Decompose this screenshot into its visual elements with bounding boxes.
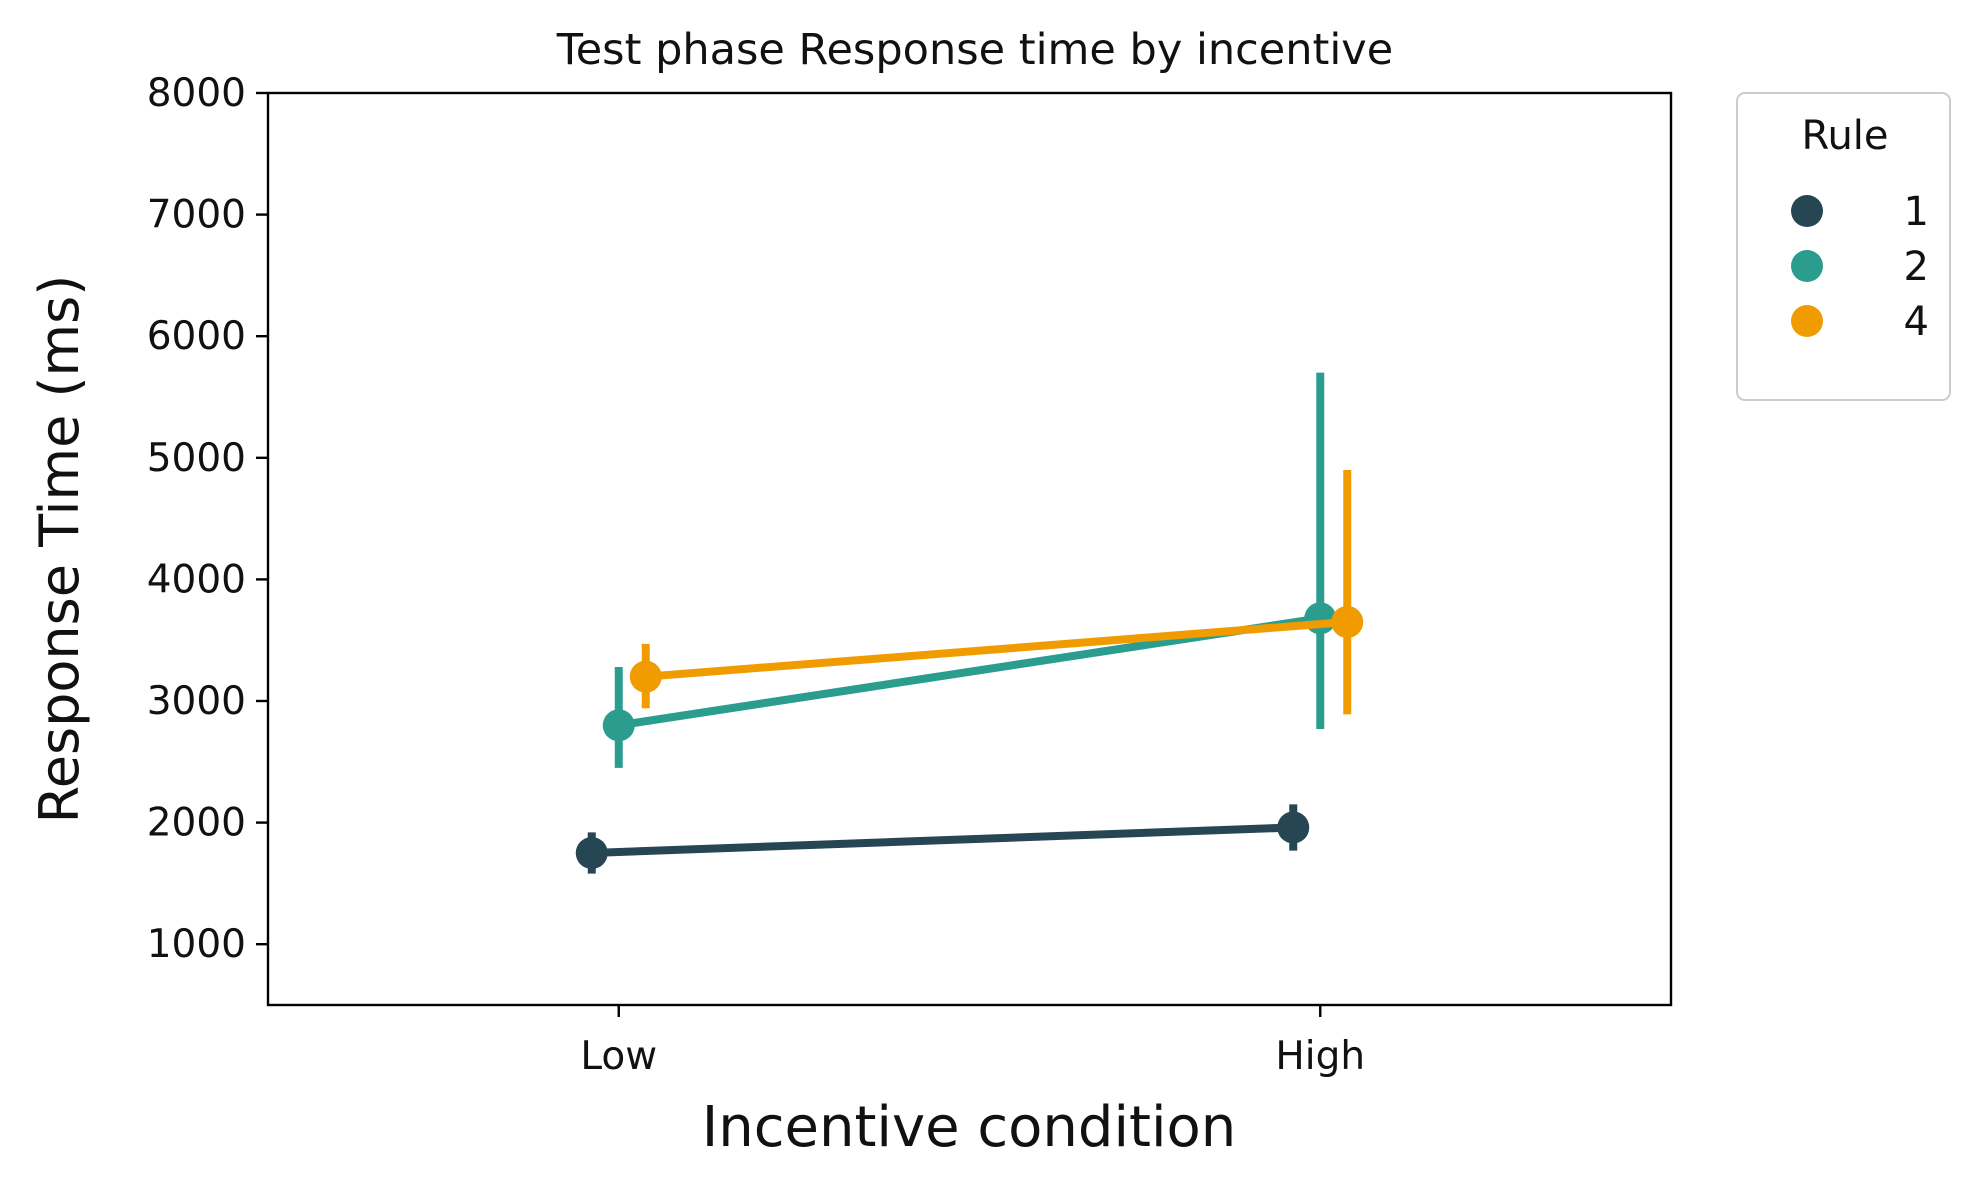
y-axis-title: Response Time (ms) (28, 275, 91, 824)
chart-title: Test phase Response time by incentive (556, 25, 1393, 75)
data-point (1331, 605, 1364, 638)
series-4 (629, 469, 1364, 715)
plot-frame (266, 91, 1673, 1007)
y-tick-label: 2000 (147, 801, 246, 846)
legend-label: 2 (1904, 244, 1929, 290)
y-tick-label: 3000 (147, 679, 246, 724)
x-tick-label: Low (580, 1034, 657, 1079)
y-tick-label: 1000 (147, 922, 246, 967)
legend-item: 4 (1791, 299, 1929, 345)
series-1 (575, 804, 1310, 874)
legend-label: 1 (1904, 189, 1929, 235)
y-tick-label: 4000 (147, 557, 246, 602)
legend-items: 1 2 4 (1791, 189, 1929, 345)
x-axis: Low High (580, 1005, 1365, 1079)
series-line (645, 617, 1348, 681)
data-point (1277, 811, 1310, 844)
legend-item: 1 (1791, 189, 1929, 235)
legend-marker (1791, 195, 1823, 227)
legend-marker (1791, 250, 1823, 282)
legend-marker (1791, 305, 1823, 337)
legend: Rule 1 2 4 (1736, 92, 1951, 401)
y-tick-label: 8000 (147, 71, 246, 116)
data-point (629, 660, 662, 693)
y-tick-label: 7000 (147, 193, 246, 238)
legend-box (1736, 92, 1951, 401)
legend-item: 2 (1791, 244, 1929, 290)
y-axis: 1000 2000 3000 4000 5000 6000 7000 8000 (147, 71, 268, 967)
x-tick-label: High (1275, 1034, 1365, 1079)
series-line (591, 823, 1294, 857)
y-tick-label: 6000 (147, 314, 246, 359)
x-axis-title: Incentive condition (702, 1095, 1237, 1160)
y-tick-label: 5000 (147, 436, 246, 481)
data-point (602, 709, 635, 742)
legend-label: 4 (1904, 299, 1929, 345)
legend-title: Rule (1801, 113, 1888, 159)
plot-area (575, 372, 1364, 874)
data-point (1304, 602, 1337, 635)
data-point (575, 837, 608, 869)
